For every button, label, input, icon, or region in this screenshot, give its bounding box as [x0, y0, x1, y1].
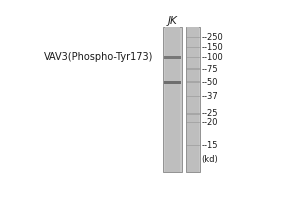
Text: --100: --100 — [201, 53, 223, 62]
Bar — [186, 68, 200, 70]
Text: (kd): (kd) — [201, 155, 218, 164]
Bar — [186, 145, 200, 146]
Bar — [186, 96, 200, 97]
Text: --20: --20 — [201, 118, 218, 127]
Bar — [164, 81, 181, 84]
Text: --250: --250 — [201, 33, 223, 42]
Bar — [165, 27, 180, 172]
Text: --150: --150 — [201, 43, 223, 52]
Bar — [164, 56, 181, 59]
Text: --50: --50 — [201, 78, 218, 87]
Text: VAV3(Phospho-Tyr173): VAV3(Phospho-Tyr173) — [44, 52, 154, 62]
Bar — [163, 27, 182, 172]
Bar — [186, 57, 200, 58]
Bar — [186, 122, 200, 123]
Text: --75: --75 — [201, 65, 218, 74]
Text: --37: --37 — [201, 92, 218, 101]
Bar — [186, 113, 200, 115]
Bar — [186, 81, 200, 83]
Text: --15: --15 — [201, 141, 218, 150]
Text: JK: JK — [167, 16, 177, 26]
Bar — [186, 37, 200, 38]
Text: --25: --25 — [201, 109, 218, 118]
Bar — [186, 27, 200, 172]
Bar — [187, 27, 199, 172]
Bar — [186, 47, 200, 48]
